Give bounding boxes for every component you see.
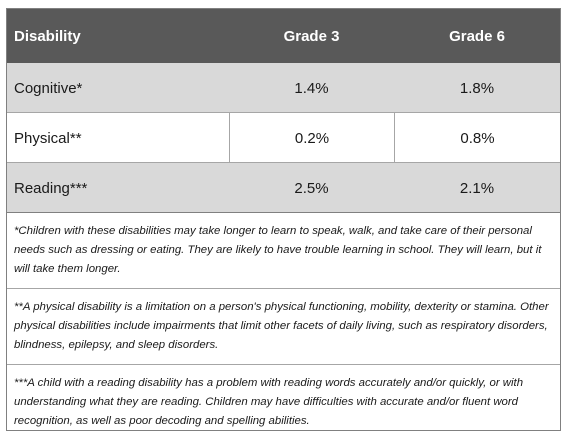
disability-table: Disability Grade 3 Grade 6 Cognitive* 1.… — [6, 8, 561, 431]
table-header-row: Disability Grade 3 Grade 6 — [7, 9, 560, 63]
row-label: Physical** — [14, 129, 82, 147]
grade-6-value: 2.1% — [459, 179, 495, 197]
grade-3-value: 2.5% — [294, 179, 329, 197]
grade-6-value: 0.8% — [394, 113, 560, 163]
table-row-reading: Reading*** 2.5% 2.1% — [7, 163, 560, 213]
footnote-cognitive: *Children with these disabilities may ta… — [7, 213, 560, 289]
header-grade-6: Grade 6 — [449, 27, 505, 45]
header-grade-3: Grade 3 — [283, 27, 340, 45]
table-row-cognitive: Cognitive* 1.4% 1.8% — [7, 63, 560, 113]
footnote-physical: **A physical disability is a limitation … — [7, 289, 560, 365]
table-row-physical: Physical** 0.2% 0.8% — [7, 113, 560, 163]
header-disability: Disability — [14, 27, 81, 45]
row-label: Cognitive* — [14, 79, 83, 97]
row-label: Reading*** — [14, 179, 88, 197]
footnote-reading: ***A child with a reading disability has… — [14, 377, 524, 427]
grade-3-value: 1.4% — [294, 79, 329, 97]
grade-6-value: 1.8% — [459, 79, 495, 97]
grade-3-value: 0.2% — [229, 113, 394, 163]
